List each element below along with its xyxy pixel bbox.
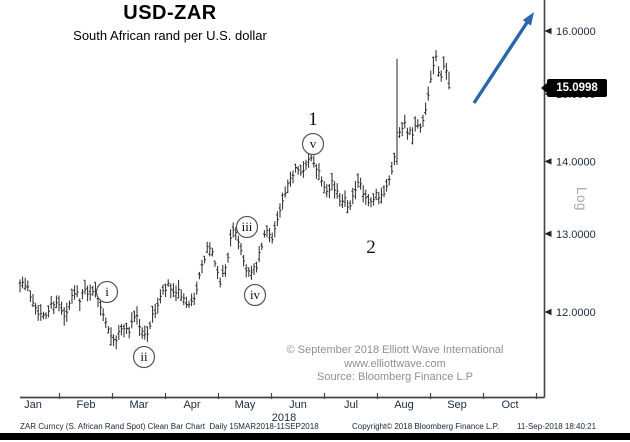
watermark-url: www.elliottwave.com: [344, 357, 446, 370]
y-axis-tick-arrow: [544, 308, 552, 316]
x-axis-month-label: Jan: [24, 399, 42, 411]
x-axis-month-label: Oct: [501, 399, 518, 411]
x-axis-month-label: Mar: [130, 399, 149, 411]
y-axis-tick-arrow: [544, 158, 552, 165]
watermark: © September 2018 Elliott Wave Internatio…: [265, 344, 525, 385]
ohlc-bars: [18, 50, 451, 350]
status-bar-copyright: Copyright© 2018 Bloomberg Finance L.P.: [352, 422, 500, 431]
wave-label-1: 1: [308, 109, 318, 130]
trend-arrow-head: [522, 12, 534, 26]
wave-circle-ii: [132, 345, 156, 369]
y-axis-label: 16.0000: [556, 26, 596, 38]
wave-circle-v: [301, 132, 325, 156]
y-axis-tick-arrow: [544, 230, 552, 237]
x-axis-month-label: Feb: [77, 399, 96, 411]
watermark-copyright: © September 2018 Elliott Wave Internatio…: [286, 344, 504, 356]
x-axis-month-label: Sep: [447, 399, 467, 411]
y-axis-label: 13.0000: [556, 229, 596, 241]
wave-label-i: i: [105, 284, 109, 299]
y-axis-tick-arrow: [544, 27, 552, 35]
trend-arrow-shaft: [472, 18, 531, 104]
bottom-divider-bar: [0, 433, 630, 440]
wave-circle-iii: [235, 215, 259, 239]
x-axis-month-label: May: [235, 399, 256, 411]
status-bar-ticker-info: ZAR Curncy (S. African Rand Spot) Clean …: [20, 422, 319, 431]
log-scale-label: Log: [574, 186, 589, 212]
x-axis-month-label: Apr: [183, 399, 200, 411]
y-axis-label: 14.0000: [556, 156, 596, 168]
last-price-badge: 15.0998: [541, 79, 607, 97]
wave-label-iii: iii: [242, 219, 253, 234]
x-axis-year-label: 2018: [271, 412, 297, 424]
x-axis-month-label: Aug: [394, 399, 414, 411]
wave-label-iv: iv: [250, 287, 261, 302]
wave-label-v: v: [310, 136, 317, 151]
wave-circle-i: [95, 280, 119, 304]
status-bar-timestamp: 11-Sep-2018 18:40:21: [517, 422, 597, 431]
chart-header: USD-ZAR South African rand per U.S. doll…: [20, 2, 320, 43]
chart-subtitle: South African rand per U.S. dollar: [73, 28, 267, 43]
x-axis-ticks: [58, 393, 538, 399]
wave-circle-iv: [243, 283, 267, 307]
x-axis-month-label: Jun: [289, 399, 307, 411]
y-axis-label: 12.0000: [556, 307, 596, 319]
wave-label-2: 2: [366, 237, 376, 258]
wave-label-ii: ii: [140, 349, 148, 364]
x-axis-month-label: Jul: [344, 399, 358, 411]
page-title: USD-ZAR: [123, 2, 217, 24]
watermark-source: Source: Bloomberg Finance L.P: [317, 371, 473, 383]
